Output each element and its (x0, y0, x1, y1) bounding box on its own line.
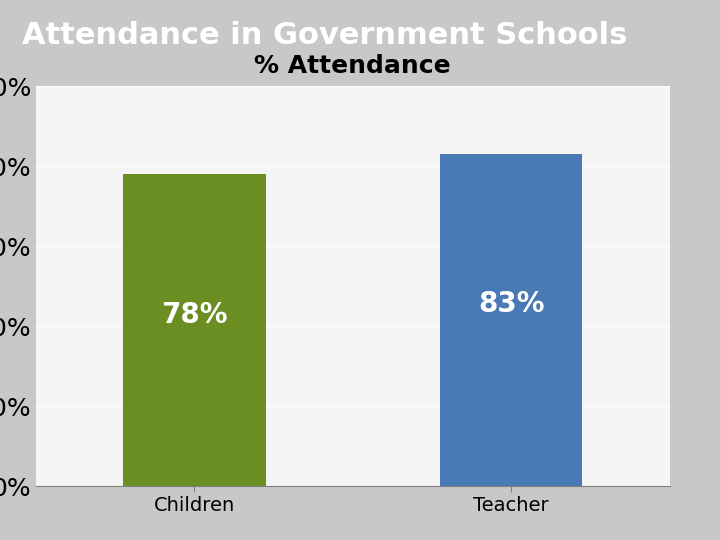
Bar (440, 154, 582, 486)
Text: Attendance in Government Schools: Attendance in Government Schools (22, 21, 627, 50)
Title: % Attendance: % Attendance (254, 53, 451, 78)
Text: 78%: 78% (161, 301, 228, 328)
Text: 83%: 83% (478, 289, 544, 318)
Bar (123, 174, 266, 486)
